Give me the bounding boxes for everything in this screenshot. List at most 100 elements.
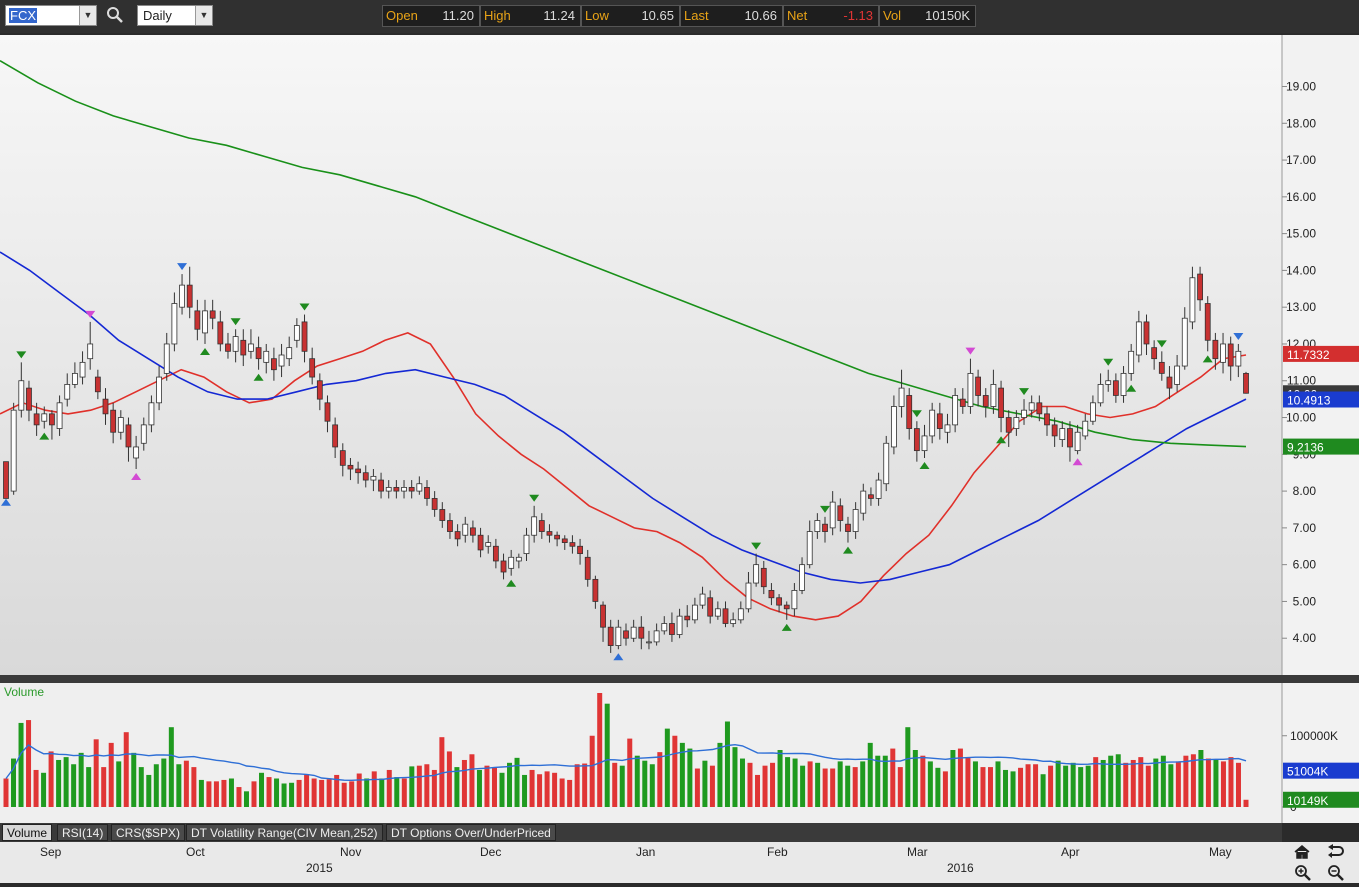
zoom-out-icon[interactable] [1327,864,1345,887]
volume-bar [146,774,152,807]
candle-body [982,395,989,407]
volume-bar [1010,771,1016,807]
volume-bar [1160,755,1166,807]
period-select[interactable]: Daily ▼ [137,5,213,26]
volume-bar [326,779,332,807]
candle-body [3,461,9,499]
candle-body [1036,402,1043,415]
x-label-2016: 2016 [947,861,974,875]
volume-bar [777,750,783,807]
volume-bar [619,765,625,807]
price-tick-label: 15.00 [1286,227,1316,241]
pivot-low-marker [996,436,1007,444]
x-label-may: May [1209,845,1232,859]
volume-bar [41,772,47,807]
candle-body [523,534,530,555]
volume-bar [822,768,828,807]
quote-open: Open 11.20 [382,5,480,27]
volume-bar [755,774,761,807]
volume-bar [153,764,159,807]
volume-bar [1033,764,1039,807]
volume-bar [965,757,971,807]
volume-bar [349,781,355,807]
moving-average-line [0,251,1247,584]
candle-body [94,376,101,393]
price-chart-svg[interactable]: 19.0018.0017.0016.0015.0014.0013.0012.00… [0,35,1359,675]
volume-bar [717,742,723,807]
home-icon[interactable] [1294,844,1310,865]
candle-body [1227,343,1234,367]
candle-body [707,597,714,617]
pivot-high-marker [751,542,762,550]
search-icon[interactable] [106,6,126,26]
symbol-dropdown-chevron-icon[interactable]: ▼ [79,6,96,25]
volume-bar [274,778,280,807]
volume-bar [1055,760,1061,807]
quote-net-value: -1.13 [843,8,873,23]
volume-bar [1100,759,1106,807]
tab-rsi[interactable]: RSI(14) [57,824,109,841]
tab-crs[interactable]: CRS($SPX) [111,824,186,841]
period-dropdown-chevron-icon[interactable]: ▼ [195,6,212,25]
price-tag [1283,345,1359,362]
candle-body [760,567,767,588]
volume-bar [627,738,633,807]
volume-bar [702,760,708,807]
candle-body [225,343,231,352]
candle-body [401,487,407,492]
candle-body [676,615,683,635]
price-tick-label: 18.00 [1286,116,1316,130]
candle-body [921,435,928,452]
candle-body [1051,424,1058,437]
volume-bar [259,772,265,807]
volume-bar [852,767,858,807]
candle-body [1235,350,1242,367]
volume-bar [416,765,422,807]
volume-bar [26,720,32,807]
candle-body [1120,372,1127,396]
candle-body [447,520,453,532]
candle-body [730,619,737,624]
tab-dt-volatility-range[interactable]: DT Volatility Range(CIV Mean,252) [186,824,383,841]
quote-high: High 11.24 [480,5,581,27]
volume-bar [664,728,670,807]
candle-body [623,630,629,639]
candle-body [868,494,874,499]
volume-tag-label: 51004K [1287,765,1328,779]
candle-body [370,475,377,481]
volume-bar [1168,764,1174,807]
tab-volume[interactable]: Volume [2,824,53,841]
candle-body [1243,372,1249,394]
candle-body [209,310,216,319]
candle-body [814,520,821,532]
tab-dt-options[interactable]: DT Options Over/UnderPriced [386,824,556,841]
volume-bar [18,722,24,807]
volume-tag [1283,762,1359,779]
pane-divider[interactable] [0,675,1359,683]
price-chart[interactable]: 19.00 18.00 17.00 16.00 15.00 14.00 13.00 12.00… [0,35,1359,675]
undo-icon[interactable] [1327,844,1345,865]
volume-bar [424,764,430,807]
volume-bar [845,765,851,807]
volume-bar [491,767,497,807]
volume-bar [1108,755,1114,807]
volume-bar [131,752,137,807]
symbol-input[interactable]: FCX ▼ [5,5,97,26]
candle-body [860,490,867,514]
candle-body [148,402,155,426]
candle-body [1166,376,1173,389]
volume-bar [604,703,610,807]
candle-body [492,545,499,562]
volume-bar [63,757,69,807]
zoom-in-icon[interactable] [1294,864,1312,887]
volume-bar [552,772,558,807]
volume-bar [514,757,520,807]
volume-bar [920,755,926,807]
candle-body [1143,321,1150,345]
candle-body [64,384,71,400]
volume-bar [236,787,242,807]
volume-bar [980,767,986,807]
candle-body [661,623,668,632]
